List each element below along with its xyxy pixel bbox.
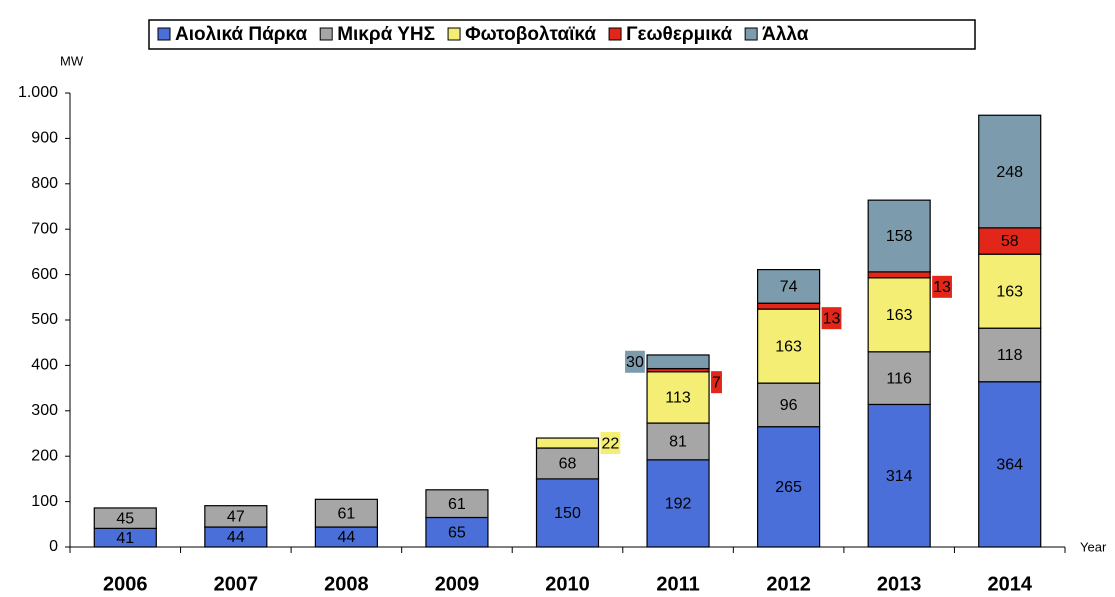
data-label: 68 [559, 456, 577, 473]
data-label: 314 [886, 468, 913, 485]
data-label: 113 [665, 390, 691, 407]
data-label: 248 [996, 164, 1023, 181]
legend-label: Φωτοβολταϊκά [465, 24, 596, 45]
bar-segment [757, 426, 821, 548]
data-label-bg [711, 371, 722, 394]
legend-swatch [319, 27, 333, 41]
bar-segment [425, 489, 489, 519]
legend-label: Γεωθερμικά [626, 24, 732, 45]
legend-label: Άλλα [762, 24, 809, 45]
bar-segment [535, 437, 600, 449]
x-tick-label: 2009 [435, 573, 480, 595]
data-label: 364 [996, 457, 1023, 474]
data-label-bg [932, 275, 952, 298]
bar-segment [757, 382, 821, 428]
data-label: 58 [1001, 233, 1019, 250]
bar-segment [978, 114, 1042, 229]
bar-segment [314, 498, 378, 528]
bar-segment [867, 403, 931, 548]
bar-segment [867, 199, 931, 273]
x-tick-label: 2011 [656, 573, 699, 595]
bar-segment [978, 327, 1042, 383]
legend-label: Μικρά ΥΗΣ [337, 24, 435, 45]
bar-segment [867, 277, 931, 353]
y-tick-label: 1.000 [18, 84, 58, 101]
bar-segment [646, 354, 710, 370]
legend-swatch [608, 27, 622, 41]
data-label: 61 [337, 505, 355, 522]
data-label: 265 [775, 479, 802, 496]
data-label: 45 [116, 510, 134, 527]
data-label: 150 [554, 505, 581, 522]
data-label: 163 [996, 283, 1023, 300]
data-label: 7 [712, 374, 721, 391]
y-tick-label: 600 [31, 266, 58, 283]
data-label: 44 [227, 529, 245, 546]
data-label: 158 [886, 228, 913, 245]
legend-swatch [744, 27, 758, 41]
data-label: 118 [997, 347, 1023, 364]
y-tick-label: 900 [31, 130, 58, 147]
x-axis-label: Year [1080, 539, 1107, 554]
data-label: 41 [116, 530, 134, 547]
data-label: 65 [448, 524, 466, 541]
data-label: 192 [665, 496, 692, 513]
y-tick-label: 200 [31, 447, 58, 464]
data-label: 30 [626, 354, 644, 371]
bar-segment [757, 269, 821, 304]
bar-segment [204, 505, 268, 528]
data-label: 163 [886, 307, 913, 324]
bar-segment [646, 371, 710, 424]
legend-box [148, 19, 976, 50]
y-axis-label: MW [60, 53, 84, 68]
x-tick-label: 2012 [766, 573, 811, 595]
data-label: 61 [448, 496, 466, 513]
x-tick-label: 2008 [324, 573, 369, 595]
bar-segment [646, 422, 710, 461]
y-tick-label: 0 [49, 538, 58, 555]
bar-segment [535, 447, 600, 480]
data-label: 96 [780, 397, 798, 414]
data-label: 81 [669, 434, 687, 451]
bar-segment [978, 381, 1042, 548]
data-label: 44 [337, 529, 355, 546]
bar-segment [978, 253, 1042, 329]
x-tick-label: 2014 [987, 573, 1032, 595]
legend-swatch [447, 27, 461, 41]
data-label: 163 [775, 338, 802, 355]
bar-segment [535, 478, 600, 548]
y-tick-label: 100 [31, 493, 58, 510]
data-label: 74 [780, 279, 798, 296]
y-tick-label: 400 [31, 357, 58, 374]
y-tick-label: 800 [31, 175, 58, 192]
data-label-bg [600, 432, 621, 455]
x-tick-label: 2013 [877, 573, 922, 595]
legend-swatch [157, 27, 171, 41]
data-label: 116 [886, 370, 912, 387]
x-tick-label: 2007 [214, 573, 259, 595]
x-tick-label: 2006 [103, 573, 148, 595]
data-label: 13 [823, 310, 841, 327]
y-tick-label: 300 [31, 402, 58, 419]
bar-segment [978, 227, 1042, 255]
legend-label: Αιολικά Πάρκα [175, 24, 307, 45]
data-label-bg [625, 350, 645, 373]
bar-segment [93, 507, 157, 529]
bar-segment [867, 271, 931, 279]
data-label-bg [821, 307, 842, 330]
data-label: 47 [227, 509, 245, 526]
bar-segment [757, 302, 821, 310]
y-tick-label: 500 [31, 311, 58, 328]
x-tick-label: 2010 [545, 573, 590, 595]
y-tick-label: 700 [31, 220, 58, 237]
data-label: 22 [602, 435, 620, 452]
bar-segment [646, 459, 710, 548]
data-label: 13 [933, 279, 951, 296]
